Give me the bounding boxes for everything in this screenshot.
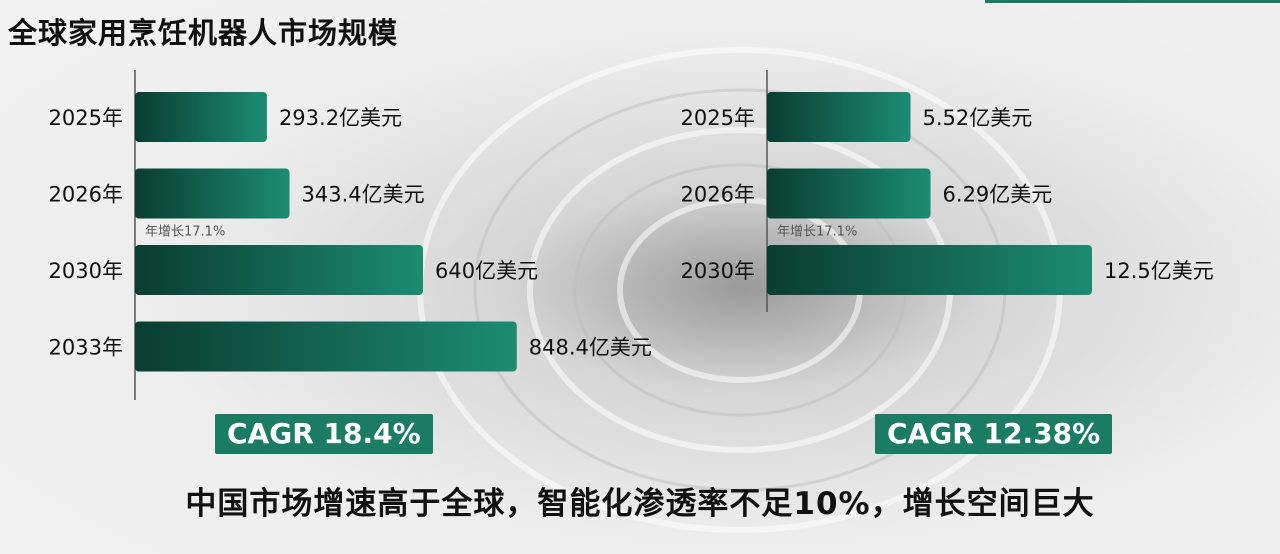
category-label: 2025年 xyxy=(49,106,123,130)
data-label: 848.4亿美元 xyxy=(529,336,652,360)
category-label: 2025年 xyxy=(681,106,755,130)
bar xyxy=(135,245,423,295)
bar xyxy=(135,168,290,219)
chart-svg: 2025年 5.52亿美元 2026年 6.29亿美元 2030年 12.5亿美元 年增长1… xyxy=(681,70,1214,312)
conclusion-text: 中国市场增速高于全球，智能化渗透率不足10%，增长空间巨大 xyxy=(185,486,1095,522)
cagr-badge-global: CAGR 18.4% xyxy=(215,414,433,454)
growth-annotation: 年增长17.1% xyxy=(145,225,225,240)
growth-annotation: 年增长17.1% xyxy=(777,225,857,240)
data-label: 293.2亿美元 xyxy=(279,106,402,130)
data-label: 5.52亿美元 xyxy=(923,106,1033,130)
data-label: 343.4亿美元 xyxy=(302,183,425,207)
data-label: 640亿美元 xyxy=(435,259,538,283)
bar xyxy=(767,92,911,142)
china-market-chart: 2025年 5.52亿美元 2026年 6.29亿美元 2030年 12.5亿美元 年增长1… xyxy=(640,70,1280,320)
top-accent-line xyxy=(985,0,1280,3)
bar xyxy=(135,321,517,372)
data-label: 6.29亿美元 xyxy=(943,183,1053,207)
category-label: 2033年 xyxy=(49,336,123,360)
bar xyxy=(767,168,931,219)
category-label: 2030年 xyxy=(49,259,123,283)
chart-svg: 2025年 293.2亿美元 2026年 343.4亿美元 2030年 640亿美元 203… xyxy=(49,70,652,400)
category-label: 2030年 xyxy=(681,259,755,283)
category-label: 2026年 xyxy=(681,183,755,207)
category-label: 2026年 xyxy=(49,183,123,207)
cagr-badge-china: CAGR 12.38% xyxy=(875,414,1113,454)
page-title: 全球家用烹饪机器人市场规模 xyxy=(8,16,399,50)
bar xyxy=(767,245,1092,295)
bar xyxy=(135,92,267,142)
data-label: 12.5亿美元 xyxy=(1104,259,1214,283)
global-market-chart: 2025年 293.2亿美元 2026年 343.4亿美元 2030年 640亿美元 203… xyxy=(0,70,680,400)
